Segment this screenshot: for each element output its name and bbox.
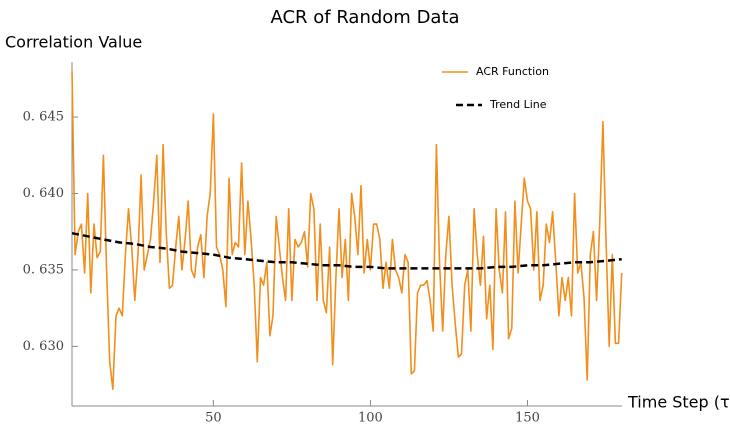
y-tick-label: 0. 630: [23, 339, 64, 354]
x-tick-label: 150: [515, 411, 540, 426]
x-tick-label: 100: [358, 411, 383, 426]
series-line: [71, 71, 623, 390]
x-axis-label: Time Step (τ): [627, 393, 730, 412]
y-tick-label: 0. 645: [23, 110, 64, 125]
series-line: [71, 231, 622, 270]
legend-label: Trend Line: [489, 98, 547, 111]
chart-title: ACR of Random Data: [270, 7, 459, 28]
y-axis-label: Correlation Value: [5, 33, 142, 52]
y-tick-label: 0. 635: [23, 262, 64, 277]
legend-label: ACR Function: [476, 65, 549, 78]
y-tick-label: 0. 640: [23, 186, 64, 201]
x-tick-label: 50: [205, 411, 222, 426]
